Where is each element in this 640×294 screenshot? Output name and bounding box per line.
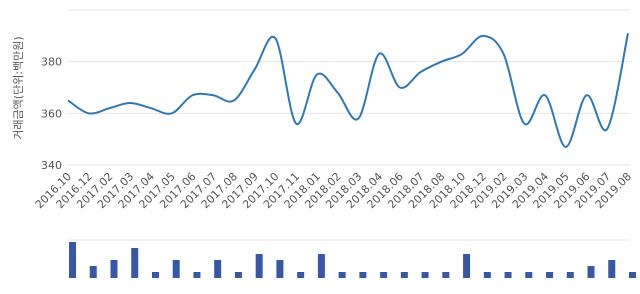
volume-bar <box>276 260 284 278</box>
y-tick-label: 380 <box>41 56 62 69</box>
volume-bar <box>317 254 325 278</box>
volume-bar <box>214 260 222 278</box>
volume-bar <box>69 242 76 278</box>
volume-bar <box>463 254 471 278</box>
y-tick-label: 340 <box>41 159 62 172</box>
volume-bar <box>380 272 388 278</box>
volume-bar <box>338 272 346 278</box>
volume-bar <box>89 266 97 278</box>
volume-bar <box>504 272 512 278</box>
y-axis-label: 거래금액(단위:백만원) <box>12 36 25 139</box>
volume-bar <box>483 272 491 278</box>
volume-bar <box>193 272 201 278</box>
volume-bar <box>255 254 263 278</box>
volume-bar <box>151 272 159 278</box>
y-tick-label: 360 <box>41 107 62 120</box>
volume-bar <box>587 266 595 278</box>
price-line <box>67 33 629 148</box>
volume-bar <box>608 260 616 278</box>
volume-bar <box>400 272 408 278</box>
volume-bar <box>629 272 636 278</box>
volume-bar <box>172 260 180 278</box>
volume-bar <box>566 272 574 278</box>
volume-bar <box>546 272 554 278</box>
volume-bar <box>525 272 533 278</box>
volume-bar <box>421 272 429 278</box>
volume-bar <box>131 248 139 278</box>
volume-bar <box>110 260 118 278</box>
volume-bar <box>297 272 305 278</box>
volume-bar <box>359 272 367 278</box>
volume-bar <box>442 272 450 278</box>
volume-bar <box>234 272 242 278</box>
